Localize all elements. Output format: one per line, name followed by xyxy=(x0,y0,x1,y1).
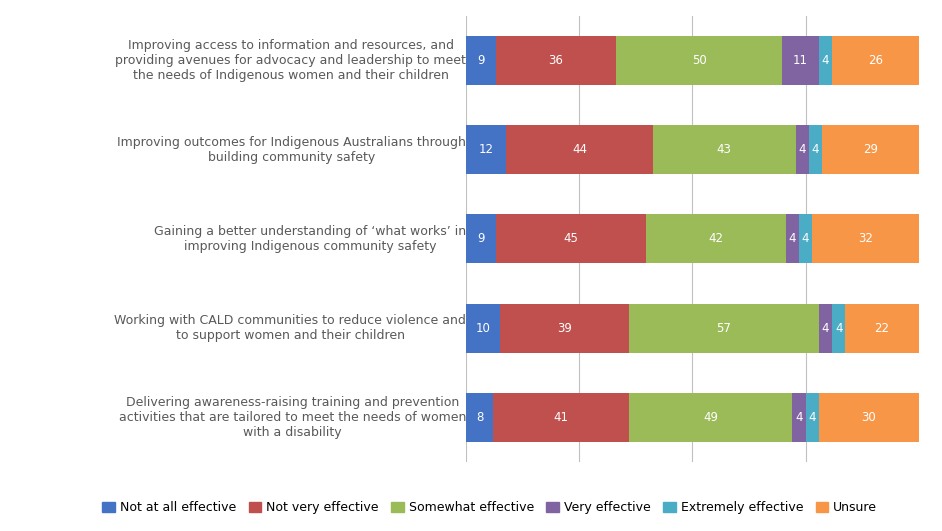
Text: 11: 11 xyxy=(793,54,808,67)
Text: 4: 4 xyxy=(799,143,806,156)
Text: 26: 26 xyxy=(868,54,883,67)
Bar xyxy=(466,36,496,85)
Text: 4: 4 xyxy=(808,411,816,424)
Text: 30: 30 xyxy=(861,411,876,424)
Bar xyxy=(646,215,786,263)
Bar xyxy=(805,393,819,442)
Bar xyxy=(629,304,819,353)
Text: 9: 9 xyxy=(478,54,485,67)
Text: 57: 57 xyxy=(717,322,732,335)
Text: 43: 43 xyxy=(717,143,732,156)
Text: Improving access to information and resources, and
providing avenues for advocac: Improving access to information and reso… xyxy=(116,39,466,82)
Text: 10: 10 xyxy=(476,322,491,335)
Bar xyxy=(466,393,493,442)
Bar xyxy=(496,215,646,263)
Text: 8: 8 xyxy=(476,411,483,424)
Text: 42: 42 xyxy=(708,233,723,245)
Bar xyxy=(819,393,918,442)
Text: Working with CALD communities to reduce violence and
to support women and their : Working with CALD communities to reduce … xyxy=(114,314,466,342)
Text: 4: 4 xyxy=(788,233,796,245)
Text: 36: 36 xyxy=(548,54,563,67)
Text: 4: 4 xyxy=(802,233,809,245)
Bar xyxy=(809,125,822,174)
Text: 50: 50 xyxy=(691,54,706,67)
Text: 4: 4 xyxy=(821,54,829,67)
Text: 39: 39 xyxy=(557,322,572,335)
Bar xyxy=(822,125,918,174)
Bar xyxy=(653,125,796,174)
Bar xyxy=(496,36,616,85)
Bar xyxy=(506,125,653,174)
Bar xyxy=(782,36,819,85)
Text: 41: 41 xyxy=(554,411,569,424)
Text: 12: 12 xyxy=(479,143,494,156)
Text: 9: 9 xyxy=(478,233,485,245)
Bar xyxy=(812,215,918,263)
Text: 22: 22 xyxy=(874,322,889,335)
Bar xyxy=(796,125,809,174)
Text: 4: 4 xyxy=(795,411,803,424)
Legend: Not at all effective, Not very effective, Somewhat effective, Very effective, Ex: Not at all effective, Not very effective… xyxy=(97,496,883,519)
Bar xyxy=(499,304,629,353)
Text: Delivering awareness-raising training and prevention
activities that are tailore: Delivering awareness-raising training an… xyxy=(119,396,466,439)
Bar xyxy=(493,393,629,442)
Text: Improving outcomes for Indigenous Australians through
building community safety: Improving outcomes for Indigenous Austra… xyxy=(118,136,466,164)
Bar xyxy=(792,393,805,442)
Bar xyxy=(832,304,846,353)
Bar xyxy=(616,36,782,85)
Text: 44: 44 xyxy=(572,143,587,156)
Text: 29: 29 xyxy=(863,143,878,156)
Bar xyxy=(819,304,832,353)
Text: 49: 49 xyxy=(704,411,718,424)
Bar xyxy=(466,215,496,263)
Bar xyxy=(799,215,812,263)
Text: Gaining a better understanding of ‘what works’ in
improving Indigenous community: Gaining a better understanding of ‘what … xyxy=(154,225,466,253)
Bar xyxy=(832,36,918,85)
Text: 32: 32 xyxy=(858,233,873,245)
Text: 4: 4 xyxy=(821,322,829,335)
Bar xyxy=(786,215,799,263)
Text: 45: 45 xyxy=(563,233,578,245)
Bar xyxy=(466,125,506,174)
Text: 4: 4 xyxy=(835,322,842,335)
Bar xyxy=(846,304,918,353)
Bar xyxy=(629,393,792,442)
Bar xyxy=(466,304,499,353)
Text: 4: 4 xyxy=(812,143,820,156)
Bar xyxy=(819,36,832,85)
